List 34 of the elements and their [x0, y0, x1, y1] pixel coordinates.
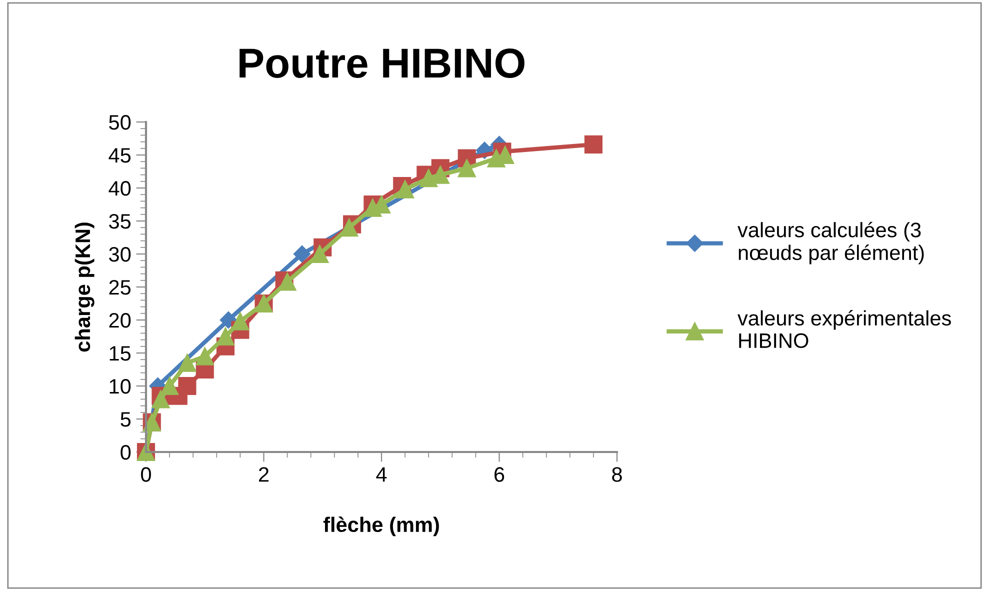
- y-tick-label: 50: [109, 115, 131, 130]
- y-tick-label: 30: [109, 247, 131, 262]
- point: [584, 135, 602, 154]
- y-tick-label: 5: [120, 412, 131, 427]
- point: [231, 312, 250, 330]
- legend-label: valeurs calculées (3 nœuds par élément): [738, 222, 924, 264]
- x-tick-label: 0: [141, 467, 151, 482]
- y-tick-label: 35: [109, 214, 131, 229]
- x-tick-label: 6: [494, 467, 504, 482]
- x-axis-title: flèche (mm): [323, 516, 439, 536]
- point: [293, 245, 311, 263]
- y-tick-label: 10: [110, 379, 131, 394]
- point: [178, 354, 196, 372]
- point: [340, 218, 358, 237]
- y-tick-label: 0: [120, 445, 131, 460]
- point: [420, 169, 438, 188]
- point: [178, 376, 196, 396]
- x-tick-label: 2: [259, 467, 268, 482]
- y-tick-label: 25: [109, 280, 131, 295]
- chart-title: Poutre HIBINO: [240, 48, 524, 78]
- y-tick-label: 40: [108, 181, 131, 196]
- y-axis-title: charge p(KN): [74, 222, 94, 352]
- x-tick-label: 4: [376, 467, 387, 482]
- legend-label: valeurs expérimentales HIBINO: [738, 310, 951, 348]
- point: [196, 347, 214, 366]
- point: [160, 376, 179, 396]
- point: [152, 390, 170, 408]
- point: [458, 159, 476, 178]
- x-tick-label: 8: [612, 467, 622, 482]
- y-tick-label: 20: [109, 313, 131, 328]
- y-tick-label: 15: [110, 346, 131, 361]
- point: [396, 180, 414, 198]
- point: [310, 244, 329, 264]
- y-tick-label: 45: [108, 148, 131, 163]
